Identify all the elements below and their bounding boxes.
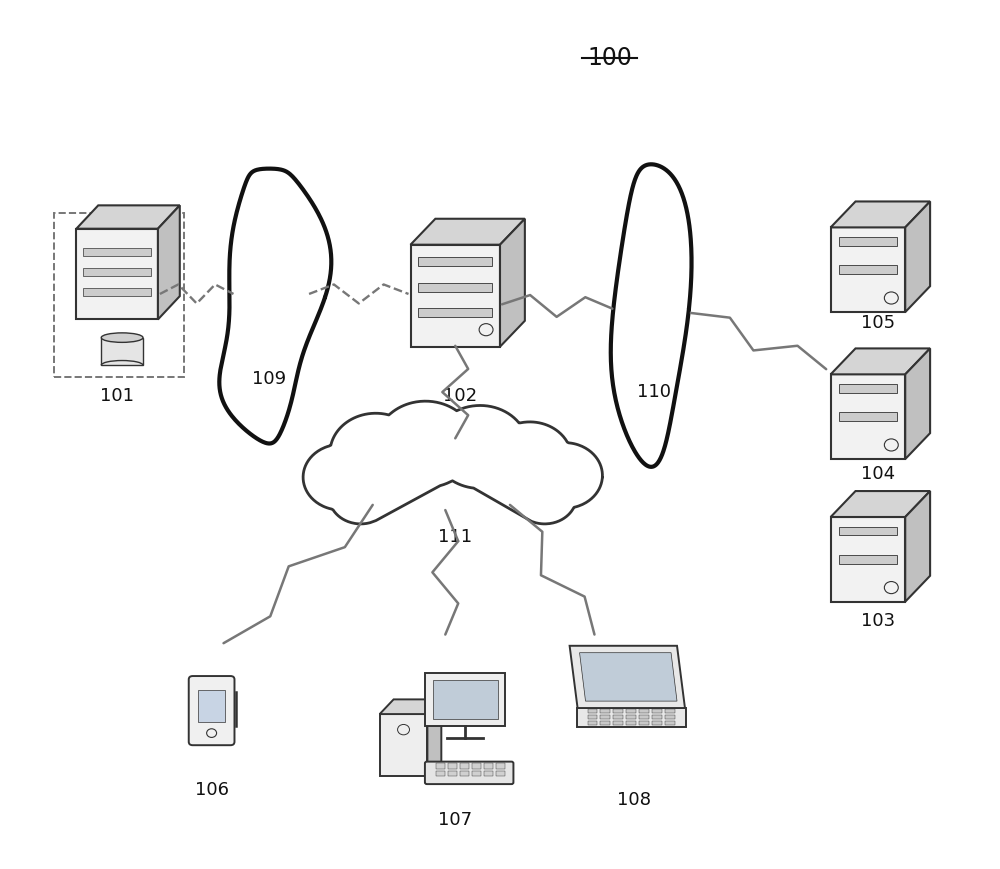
Text: 109: 109 (252, 369, 286, 388)
Bar (76, 229, 158, 320)
Polygon shape (303, 401, 602, 524)
Bar (831, 229, 905, 313)
Polygon shape (427, 700, 441, 776)
Bar (626, 715, 636, 720)
FancyBboxPatch shape (425, 762, 513, 784)
Bar (839, 555, 897, 564)
Bar (496, 772, 505, 776)
Bar (418, 309, 492, 318)
Polygon shape (158, 206, 180, 320)
Polygon shape (380, 700, 441, 714)
Bar (665, 715, 675, 720)
Bar (83, 269, 151, 276)
Bar (652, 709, 662, 713)
Bar (839, 385, 897, 394)
Ellipse shape (101, 334, 143, 343)
Bar (436, 772, 445, 776)
Bar (839, 266, 897, 275)
Bar (665, 709, 675, 713)
Polygon shape (905, 202, 930, 313)
Bar (665, 721, 675, 726)
Text: 104: 104 (861, 465, 895, 482)
Bar (460, 772, 469, 776)
Bar (433, 680, 498, 719)
Bar (418, 258, 492, 267)
Bar (484, 764, 493, 769)
Bar (460, 764, 469, 769)
Polygon shape (500, 220, 525, 348)
Polygon shape (905, 492, 930, 602)
Bar (425, 673, 505, 726)
Bar (588, 709, 597, 713)
Bar (626, 709, 636, 713)
Bar (613, 721, 623, 726)
Bar (436, 764, 445, 769)
Text: 107: 107 (438, 810, 472, 828)
Bar (831, 517, 905, 602)
Bar (588, 721, 597, 726)
Bar (839, 413, 897, 421)
Bar (198, 690, 225, 723)
Text: 110: 110 (637, 382, 671, 401)
Bar (839, 238, 897, 247)
Bar (411, 245, 500, 348)
Bar (588, 715, 597, 720)
Bar (626, 721, 636, 726)
Text: 105: 105 (861, 314, 895, 332)
Bar (639, 715, 649, 720)
Text: 111: 111 (438, 527, 472, 546)
Bar (83, 249, 151, 256)
FancyBboxPatch shape (189, 676, 234, 746)
Bar (380, 714, 427, 776)
Polygon shape (831, 202, 930, 229)
Text: 108: 108 (617, 790, 651, 808)
Text: 103: 103 (861, 612, 895, 629)
Bar (472, 764, 481, 769)
Bar (448, 772, 457, 776)
Polygon shape (411, 220, 525, 245)
Bar (652, 715, 662, 720)
Bar (54, 214, 184, 378)
Bar (600, 715, 610, 720)
Bar (418, 283, 492, 292)
Bar (448, 764, 457, 769)
Text: 102: 102 (443, 387, 477, 405)
Bar (472, 772, 481, 776)
Bar (613, 709, 623, 713)
Bar (496, 764, 505, 769)
Bar (83, 289, 151, 296)
Bar (652, 721, 662, 726)
Polygon shape (570, 646, 685, 708)
Polygon shape (580, 653, 677, 701)
Polygon shape (831, 492, 930, 517)
Text: 106: 106 (195, 779, 229, 798)
Bar (600, 721, 610, 726)
Bar (839, 527, 897, 536)
Text: 100: 100 (587, 46, 632, 70)
Polygon shape (76, 206, 180, 229)
Bar (484, 772, 493, 776)
Bar (639, 721, 649, 726)
FancyBboxPatch shape (577, 708, 686, 727)
Bar (600, 709, 610, 713)
Bar (831, 375, 905, 460)
Bar (639, 709, 649, 713)
Text: 101: 101 (100, 387, 134, 405)
Bar (613, 715, 623, 720)
Polygon shape (831, 349, 930, 375)
Bar (101, 338, 143, 366)
Polygon shape (905, 349, 930, 460)
